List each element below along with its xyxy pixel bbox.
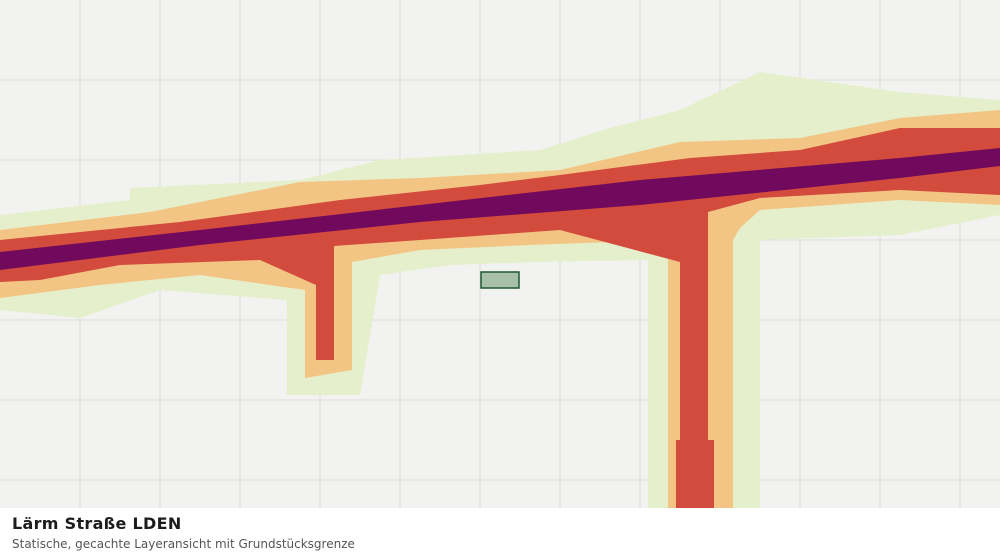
noise-layer <box>0 72 1000 508</box>
info-panel: Lärm Straße LDEN Statische, gecachte Lay… <box>0 508 1000 560</box>
layer-subtitle: Statische, gecachte Layeransicht mit Gru… <box>12 537 355 551</box>
parcel-boundary[interactable] <box>480 271 520 289</box>
layer-title: Lärm Straße LDEN <box>12 514 182 533</box>
